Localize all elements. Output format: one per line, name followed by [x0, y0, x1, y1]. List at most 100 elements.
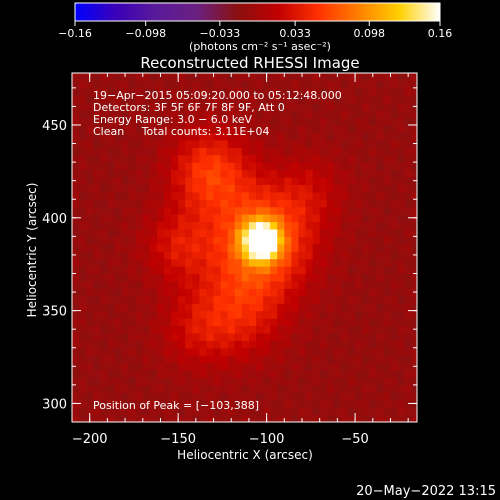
- heatmap-cell: [404, 280, 413, 289]
- heatmap-cell: [326, 414, 335, 422]
- heatmap-cell: [390, 273, 399, 282]
- heatmap-cell: [213, 377, 222, 386]
- heatmap-cell: [312, 102, 321, 111]
- heatmap-cell: [156, 110, 165, 119]
- heatmap-cell: [383, 117, 392, 126]
- heatmap-cell: [192, 176, 200, 185]
- heatmap-cell: [376, 288, 384, 297]
- heatmap-cell: [348, 399, 356, 408]
- heatmap-cell: [185, 295, 193, 304]
- heatmap-cell: [107, 124, 116, 134]
- heatmap-cell: [397, 214, 406, 223]
- heatmap-cell: [270, 221, 278, 230]
- heatmap-cell: [355, 310, 363, 319]
- heatmap-cell: [93, 355, 101, 364]
- heatmap-cell: [291, 414, 300, 422]
- heatmap-cell: [79, 228, 87, 237]
- heatmap-cell: [319, 318, 328, 327]
- heatmap-cell: [72, 95, 80, 104]
- heatmap-cell: [213, 288, 222, 297]
- heatmap-cell: [263, 370, 271, 379]
- heatmap-cell: [277, 310, 285, 319]
- heatmap-cell: [93, 176, 101, 185]
- heatmap-cell: [79, 117, 87, 126]
- heatmap-cell: [213, 370, 222, 379]
- heatmap-cell: [199, 228, 208, 237]
- heatmap-cell: [305, 407, 314, 416]
- heatmap-cell: [227, 95, 236, 104]
- heatmap-cell: [248, 377, 257, 386]
- heatmap-cell: [93, 318, 101, 327]
- heatmap-cell: [305, 191, 314, 200]
- heatmap-cell: [369, 251, 377, 260]
- heatmap-cell: [263, 228, 271, 237]
- heatmap-cell: [135, 199, 144, 208]
- heatmap-cell: [171, 95, 179, 104]
- heatmap-cell: [284, 199, 292, 208]
- heatmap-cell: [79, 347, 87, 356]
- heatmap-cell: [192, 399, 200, 408]
- heatmap-cell: [348, 95, 356, 104]
- heatmap-cell: [135, 340, 144, 349]
- heatmap-cell: [100, 117, 108, 126]
- heatmap-cell: [284, 414, 292, 422]
- heatmap-cell: [248, 295, 257, 304]
- heatmap-cell: [206, 399, 215, 408]
- heatmap-cell: [340, 214, 349, 223]
- heatmap-cell: [383, 377, 392, 386]
- heatmap-cell: [234, 325, 243, 334]
- heatmap-cell: [319, 117, 328, 126]
- heatmap-cell: [355, 124, 363, 134]
- heatmap-cell: [135, 362, 144, 371]
- heatmap-cell: [142, 191, 151, 200]
- heatmap-cell: [199, 206, 208, 215]
- heatmap-cell: [319, 370, 328, 379]
- heatmap-cell: [107, 184, 116, 193]
- heatmap-cell: [121, 95, 130, 104]
- heatmap-cell: [390, 154, 399, 163]
- heatmap-cell: [192, 206, 200, 215]
- heatmap-cell: [93, 340, 101, 349]
- heatmap-cell: [234, 117, 243, 126]
- heatmap-cell: [248, 132, 257, 141]
- heatmap-cell: [376, 362, 384, 371]
- heatmap-cell: [277, 332, 285, 341]
- heatmap-cell: [333, 340, 342, 349]
- heatmap-cell: [213, 347, 222, 356]
- heatmap-cell: [199, 347, 208, 356]
- heatmap-cell: [390, 95, 399, 104]
- heatmap-cell: [107, 384, 116, 393]
- heatmap-cell: [234, 87, 243, 96]
- heatmap-cell: [376, 258, 384, 267]
- heatmap-cell: [333, 347, 342, 356]
- heatmap-cell: [256, 214, 264, 223]
- heatmap-cell: [128, 117, 137, 126]
- heatmap-cell: [355, 73, 363, 82]
- heatmap-cell: [227, 392, 236, 401]
- heatmap-cell: [220, 73, 229, 82]
- heatmap-cell: [220, 370, 229, 379]
- heatmap-cell: [100, 392, 108, 401]
- heatmap-cell: [135, 154, 144, 163]
- heatmap-cell: [234, 228, 243, 237]
- heatmap-cell: [135, 258, 144, 267]
- heatmap-cell: [164, 399, 172, 408]
- heatmap-cell: [256, 310, 264, 319]
- heatmap-cell: [298, 243, 307, 252]
- heatmap-cell: [213, 318, 222, 327]
- heatmap-cell: [142, 310, 151, 319]
- heatmap-cell: [199, 325, 208, 334]
- heatmap-cell: [149, 340, 158, 349]
- heatmap-cell: [298, 221, 307, 230]
- heatmap-cell: [86, 191, 94, 200]
- heatmap-cell: [270, 355, 278, 364]
- heatmap-cell: [178, 199, 186, 208]
- heatmap-cell: [362, 162, 370, 171]
- heatmap-cell: [390, 184, 399, 193]
- heatmap-cell: [291, 384, 300, 393]
- heatmap-cell: [376, 191, 384, 200]
- heatmap-cell: [156, 347, 165, 356]
- heatmap-cell: [135, 236, 144, 245]
- heatmap-cell: [142, 228, 151, 237]
- heatmap-cell: [383, 191, 392, 200]
